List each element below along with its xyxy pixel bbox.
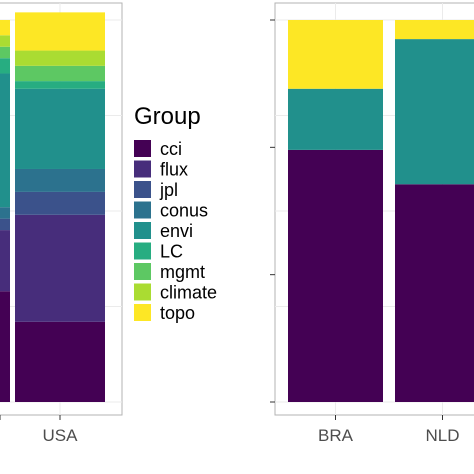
legend-title: Group	[134, 103, 201, 130]
legend: Group ccifluxjplconusenviLCmgmtclimateto…	[134, 103, 217, 323]
legend-swatch-topo	[134, 304, 151, 321]
x-tick-label: NLD	[425, 426, 459, 445]
legend-label-envi: envi	[160, 221, 193, 241]
legend-label-jpl: jpl	[159, 180, 178, 200]
legend-swatch-conus	[134, 201, 151, 219]
bar-segment-usa-flux	[15, 214, 105, 322]
right-panel: BRA NLD	[270, 2, 474, 445]
right-panel-x-ticks: BRA NLD	[318, 415, 460, 445]
bar-segment-blank-envi	[0, 73, 10, 208]
legend-label-topo: topo	[160, 303, 195, 323]
x-tick-label: BRA	[318, 426, 354, 445]
right-panel-bars	[288, 20, 474, 402]
legend-label-climate: climate	[160, 283, 217, 303]
legend-label-lc: LC	[160, 242, 183, 262]
left-panel-x-ticks: USA	[0, 415, 78, 445]
bar-segment-usa-envi	[15, 88, 105, 169]
legend-label-flux: flux	[160, 160, 188, 180]
legend-label-conus: conus	[160, 201, 208, 221]
bar-segment-usa-lc	[15, 81, 105, 89]
left-panel: USA	[0, 2, 123, 445]
legend-swatch-lc	[134, 242, 151, 260]
bar-segment-blank-lc	[0, 58, 10, 74]
bar-segment-bra-cci	[288, 149, 383, 402]
bar-segment-blank-jpl	[0, 218, 10, 231]
legend-swatch-cci	[134, 140, 151, 157]
legend-label-cci: cci	[160, 139, 182, 159]
bar-segment-nld-cci	[395, 184, 474, 402]
bar-segment-bra-topo	[288, 20, 383, 89]
bar-segment-bra-envi	[288, 88, 383, 150]
bar-segment-usa-cci	[15, 321, 105, 402]
bar-segment-usa-mgmt	[15, 65, 105, 82]
bar-segment-blank-flux	[0, 230, 10, 292]
x-tick-label: USA	[43, 426, 79, 445]
bar-segment-nld-envi	[395, 39, 474, 185]
bar-segment-blank-cci	[0, 291, 10, 402]
left-panel-bars	[0, 12, 105, 402]
legend-label-mgmt: mgmt	[160, 262, 205, 282]
bar-segment-blank-mgmt	[0, 46, 10, 59]
legend-swatch-mgmt	[134, 263, 151, 280]
bar-segment-blank-climate	[0, 35, 10, 47]
right-panel-y-ticks	[270, 19, 275, 403]
bar-segment-usa-climate	[15, 50, 105, 66]
bar-segment-blank-topo	[0, 20, 10, 36]
bar-segment-nld-topo	[395, 20, 474, 40]
legend-swatch-flux	[134, 160, 151, 178]
legend-swatch-climate	[134, 283, 151, 301]
bar-segment-usa-jpl	[15, 191, 105, 215]
bar-segment-usa-conus	[15, 168, 105, 192]
legend-swatch-jpl	[134, 181, 151, 198]
bar-segment-blank-conus	[0, 207, 10, 219]
bar-segment-usa-topo	[15, 12, 105, 51]
legend-swatch-envi	[134, 222, 151, 239]
